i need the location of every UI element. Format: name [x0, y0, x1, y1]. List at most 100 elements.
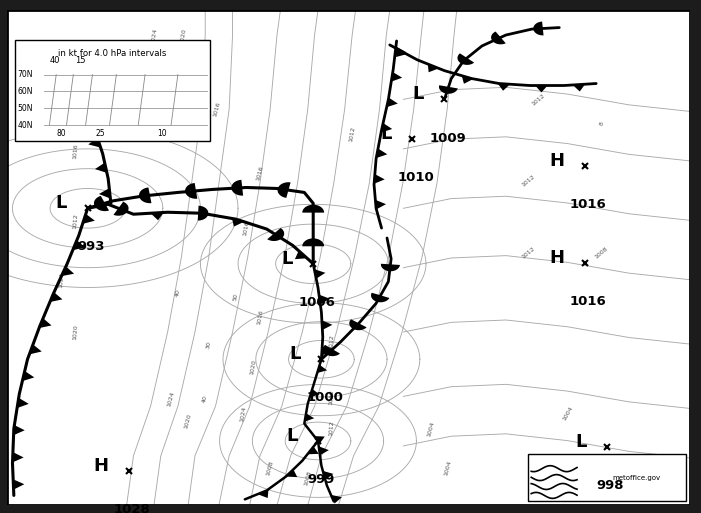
Text: L: L: [286, 427, 297, 445]
Text: L: L: [281, 250, 293, 268]
Text: 993: 993: [77, 241, 105, 253]
Polygon shape: [73, 240, 86, 250]
Text: L: L: [576, 433, 587, 451]
Polygon shape: [535, 86, 547, 92]
Text: L: L: [381, 125, 392, 143]
Polygon shape: [319, 294, 330, 304]
Polygon shape: [375, 200, 386, 209]
Text: 1008: 1008: [266, 460, 275, 476]
Polygon shape: [72, 88, 83, 97]
Polygon shape: [17, 398, 29, 408]
Polygon shape: [396, 49, 407, 57]
Polygon shape: [533, 22, 543, 35]
Polygon shape: [462, 75, 473, 84]
Polygon shape: [498, 84, 510, 91]
Text: 1020: 1020: [250, 359, 257, 375]
Polygon shape: [305, 413, 314, 422]
Polygon shape: [391, 72, 402, 82]
Polygon shape: [314, 269, 325, 279]
Text: in kt for 4.0 hPa intervals: in kt for 4.0 hPa intervals: [58, 49, 167, 58]
Polygon shape: [278, 182, 291, 198]
Polygon shape: [29, 344, 42, 354]
Polygon shape: [374, 174, 385, 184]
Polygon shape: [64, 62, 76, 72]
Text: 50N: 50N: [18, 104, 33, 113]
Text: 1012: 1012: [521, 174, 536, 188]
Text: 1016: 1016: [243, 220, 250, 236]
Text: 1020: 1020: [72, 324, 79, 340]
Text: 1012: 1012: [329, 389, 335, 405]
Polygon shape: [323, 345, 340, 356]
Text: 1008: 1008: [594, 246, 609, 260]
Text: 1000: 1000: [306, 391, 343, 404]
Polygon shape: [314, 436, 325, 443]
Text: 1024: 1024: [239, 406, 247, 422]
Text: 1020: 1020: [184, 413, 193, 429]
Polygon shape: [13, 452, 24, 462]
Polygon shape: [151, 212, 164, 220]
Polygon shape: [22, 371, 34, 381]
Text: L: L: [290, 345, 301, 363]
Polygon shape: [322, 320, 332, 330]
Polygon shape: [439, 85, 458, 94]
Polygon shape: [95, 163, 107, 173]
Polygon shape: [371, 293, 390, 302]
Polygon shape: [302, 205, 324, 212]
Text: 1016: 1016: [72, 144, 79, 159]
Polygon shape: [114, 202, 128, 215]
Text: 40N: 40N: [18, 121, 33, 130]
Text: 1016: 1016: [255, 166, 264, 182]
Polygon shape: [231, 180, 243, 195]
Text: 30: 30: [205, 340, 212, 349]
Text: 1020: 1020: [179, 28, 187, 44]
Text: 1010: 1010: [397, 171, 434, 184]
Polygon shape: [185, 183, 197, 199]
Text: 8: 8: [599, 122, 605, 127]
Polygon shape: [13, 479, 25, 489]
Text: 40: 40: [175, 288, 181, 297]
Text: 1024: 1024: [167, 390, 175, 407]
Text: 1024: 1024: [150, 28, 158, 44]
Text: H: H: [93, 457, 108, 475]
Text: 1016: 1016: [570, 295, 606, 308]
Text: L: L: [413, 86, 424, 104]
Polygon shape: [349, 319, 367, 330]
Text: 1012: 1012: [329, 421, 335, 437]
Polygon shape: [308, 446, 319, 455]
Text: 1012: 1012: [521, 246, 536, 260]
Text: 70N: 70N: [18, 70, 33, 79]
Text: metoffice.gov: metoffice.gov: [612, 475, 660, 481]
Polygon shape: [198, 206, 208, 221]
Polygon shape: [387, 97, 398, 107]
Polygon shape: [99, 188, 110, 199]
Text: 1004: 1004: [562, 406, 573, 422]
Text: 50: 50: [233, 293, 239, 302]
Polygon shape: [428, 64, 439, 72]
Polygon shape: [13, 425, 25, 435]
Text: 80: 80: [57, 129, 67, 137]
Polygon shape: [267, 228, 284, 241]
Text: 40: 40: [50, 56, 60, 65]
Polygon shape: [50, 292, 62, 302]
Polygon shape: [94, 196, 109, 211]
Polygon shape: [331, 495, 342, 503]
Polygon shape: [491, 31, 505, 44]
Text: 1028: 1028: [114, 503, 151, 513]
Text: 1009: 1009: [430, 131, 466, 145]
Text: 1004: 1004: [426, 420, 435, 437]
Polygon shape: [319, 446, 329, 455]
Text: 15: 15: [75, 56, 86, 65]
Polygon shape: [286, 469, 297, 477]
Polygon shape: [302, 239, 324, 246]
Text: 1006: 1006: [298, 296, 335, 309]
Polygon shape: [257, 490, 268, 498]
Polygon shape: [317, 365, 327, 373]
Polygon shape: [295, 251, 307, 259]
Text: 998: 998: [597, 479, 625, 492]
Polygon shape: [458, 53, 474, 65]
Bar: [15, 40, 210, 142]
Text: 25: 25: [96, 129, 105, 137]
Polygon shape: [395, 46, 406, 56]
Text: 1012: 1012: [531, 92, 546, 106]
Polygon shape: [88, 137, 101, 148]
